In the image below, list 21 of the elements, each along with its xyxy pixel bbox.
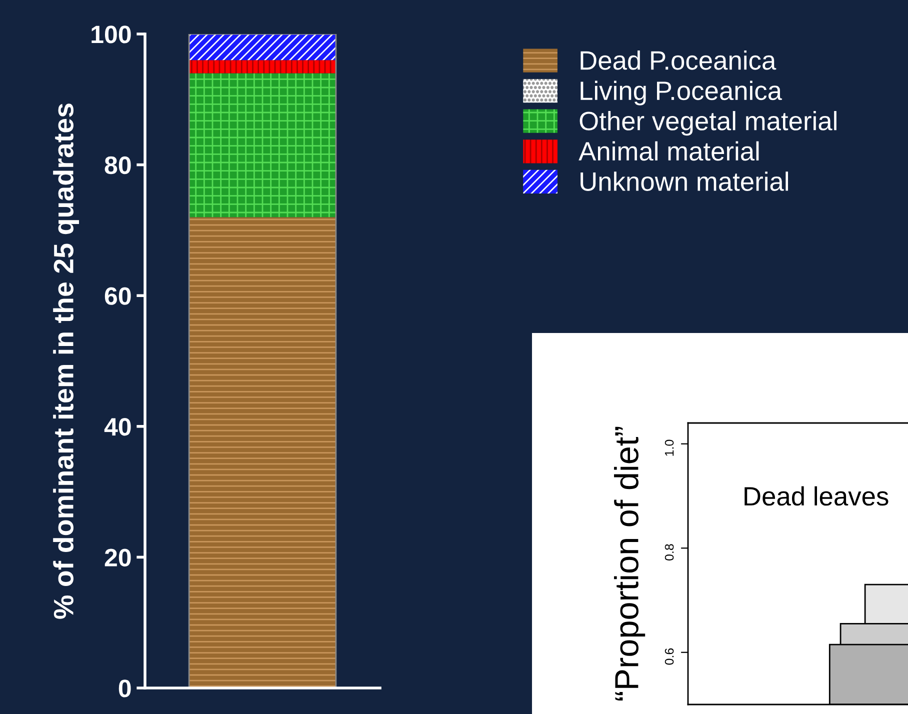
bar — [189, 73, 336, 218]
y-tick-label: 100 — [92, 26, 131, 44]
legend-label: Dead P.oceanica — [580, 50, 776, 70]
legend-label: Unknown material — [580, 172, 788, 191]
y-tick-label: 20 — [104, 548, 131, 567]
text: 1.0 — [664, 440, 674, 456]
text: “Proportion of diet” — [614, 426, 646, 701]
y-tick-label: 40 — [104, 418, 131, 436]
legend-label: Other vegetal material — [580, 111, 836, 136]
y-axis-title: % of dominant item in the 25 quadrates — [53, 104, 79, 619]
y-tick-label: 0 — [118, 680, 131, 698]
legend-label: Living P.oceanica — [580, 80, 782, 106]
text: 0.6 — [664, 648, 674, 665]
text: 0.8 — [664, 544, 674, 560]
y-tick-label: 60 — [104, 287, 131, 305]
legend-label: Animal material — [578, 141, 759, 161]
text: Dead leaves — [744, 486, 888, 506]
y-tick-label: 80 — [104, 156, 131, 174]
bar — [189, 34, 336, 60]
bar — [189, 217, 336, 688]
bar — [189, 60, 336, 74]
